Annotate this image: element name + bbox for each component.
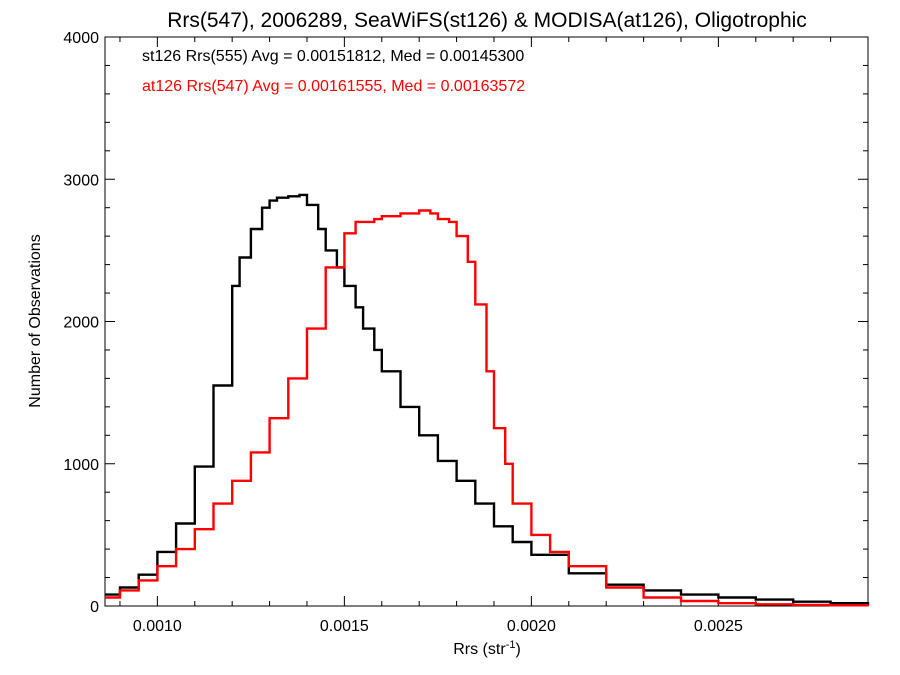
series-line-1 [105,193,870,605]
chart-title: Rrs(547), 2006289, SeaWiFS(st126) & MODI… [167,9,807,32]
x-tick-label: 0.0015 [320,618,369,635]
x-axis-label-main: Rrs (str [453,641,506,658]
x-tick-label: 0.0025 [694,618,743,635]
y-tick-label: 1000 [63,457,99,474]
y-axis-label: Number of Observations [27,234,44,407]
series-line-2 [105,209,870,607]
x-axis-label: Rrs (str-1) [453,639,521,658]
y-tick-label: 4000 [63,30,99,47]
axis-ticks: 0.0010 0.0015 0.0020 0.0025 0 1000 2000 3000 400… [63,30,868,635]
legend-annotation-sea-wifs: st126 Rrs(555) Avg = 0.00151812, Med = 0… [142,48,524,65]
x-tick-label: 0.0020 [507,618,556,635]
legend-annotation-modis: at126 Rrs(547) Avg = 0.00161555, Med = 0… [142,78,525,95]
x-axis-label-superscript: -1 [506,639,516,651]
y-tick-label: 2000 [63,315,99,332]
series-group [105,193,870,607]
x-axis-label-close: ) [515,641,520,658]
y-tick-label: 0 [90,599,99,616]
y-tick-label: 3000 [63,172,99,189]
x-tick-label: 0.0010 [133,618,182,635]
